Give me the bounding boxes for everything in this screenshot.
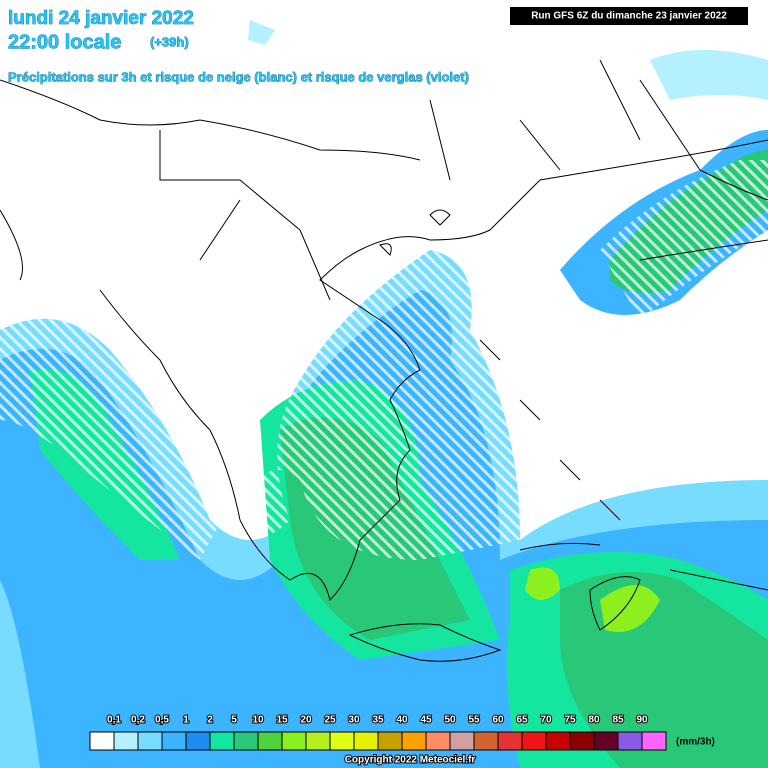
- map-subtitle: Précipitations sur 3h et risque de neige…: [8, 69, 469, 84]
- legend-swatch: [257, 731, 283, 751]
- legend-label: 35: [372, 715, 384, 726]
- legend-label: 0,2: [131, 715, 145, 726]
- legend-swatch: [185, 731, 211, 751]
- legend-swatch: [113, 731, 139, 751]
- legend-swatch: [641, 731, 667, 751]
- legend-label: 0,1: [107, 715, 121, 726]
- legend-label: 60: [492, 715, 504, 726]
- legend-swatch: [617, 731, 643, 751]
- run-box: [510, 7, 748, 25]
- map-time: 22:00 locale: [8, 31, 121, 53]
- legend-swatch: [593, 731, 619, 751]
- precip-field: [0, 20, 768, 768]
- copyright: Copyright 2022 Meteociel.fr: [345, 755, 476, 766]
- legend-label: 25: [324, 715, 336, 726]
- legend-swatch: [329, 731, 355, 751]
- forecast-offset: (+39h): [150, 34, 189, 49]
- legend-label: 5: [231, 715, 237, 726]
- legend-unit: (mm/3h): [676, 737, 715, 748]
- legend-swatch: [377, 731, 403, 751]
- legend-label: 10: [252, 715, 264, 726]
- legend-label: 45: [420, 715, 432, 726]
- legend-label: 50: [444, 715, 456, 726]
- legend-swatch: [161, 731, 187, 751]
- legend-label: 80: [588, 715, 600, 726]
- legend-label: 55: [468, 715, 480, 726]
- legend-swatch: [569, 731, 595, 751]
- legend-swatch: [89, 731, 115, 751]
- legend-swatch: [449, 731, 475, 751]
- run-label: Run GFS 6Z du dimanche 23 janvier 2022: [531, 11, 727, 22]
- legend-label: 85: [612, 715, 624, 726]
- legend-label: 40: [396, 715, 408, 726]
- legend-label: 20: [300, 715, 312, 726]
- legend-swatch: [281, 731, 307, 751]
- legend-label: 65: [516, 715, 528, 726]
- coastlines: [0, 59, 768, 662]
- legend-label: 2: [207, 715, 213, 726]
- legend-swatch: [425, 731, 451, 751]
- legend-swatch: [209, 731, 235, 751]
- legend-label: 30: [348, 715, 360, 726]
- legend-label: 70: [540, 715, 552, 726]
- legend-swatch: [353, 731, 379, 751]
- legend-label: 0,5: [155, 715, 169, 726]
- legend-label: 1: [183, 715, 189, 726]
- legend-swatch: [497, 731, 523, 751]
- legend-label: 90: [636, 715, 648, 726]
- legend: 0,1 0,2 0,5 1 2 5 10 15 20 25 30 35 40 45 50 55 60 65 70 75…: [89, 714, 667, 751]
- legend-label: 75: [564, 715, 576, 726]
- legend-label: 15: [276, 715, 288, 726]
- legend-swatch: [137, 731, 163, 751]
- legend-swatch: [401, 731, 427, 751]
- legend-swatch: [305, 731, 331, 751]
- legend-swatch: [521, 731, 547, 751]
- legend-swatch: [233, 731, 259, 751]
- legend-swatch: [473, 731, 499, 751]
- map-date: lundi 24 janvier 2022: [8, 8, 194, 29]
- legend-swatch: [545, 731, 571, 751]
